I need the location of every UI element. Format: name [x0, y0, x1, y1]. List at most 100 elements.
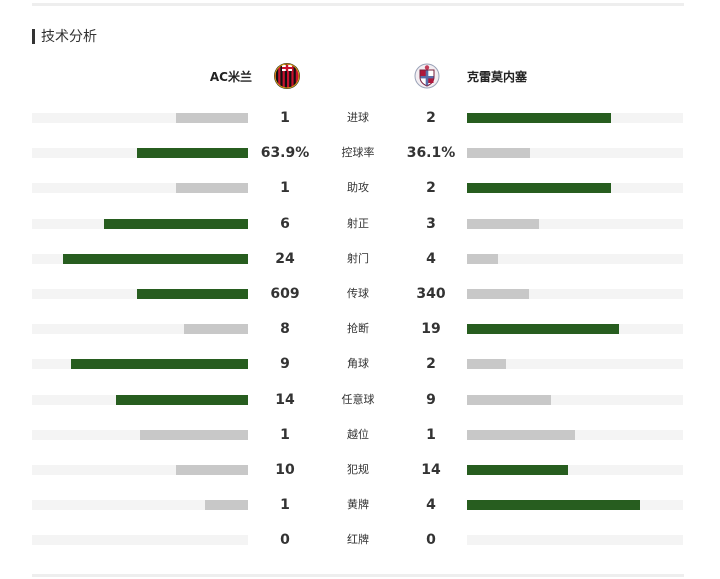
home-bar: [116, 395, 248, 405]
away-bar-track: [467, 500, 683, 510]
home-bar-track: [32, 535, 248, 545]
away-value: 1: [426, 427, 436, 443]
home-value: 1: [280, 427, 290, 443]
section-header: 技术分析: [32, 26, 97, 46]
home-value: 609: [270, 286, 300, 302]
away-bar: [467, 113, 611, 123]
away-value: 4: [426, 251, 436, 267]
away-bar-track: [467, 465, 683, 475]
stat-label: 射门: [347, 252, 369, 265]
stat-label: 任意球: [341, 393, 375, 406]
home-value: 10: [275, 462, 295, 478]
away-bar-track: [467, 359, 683, 369]
stat-row: 8 抢断 19: [0, 319, 720, 339]
home-bar: [104, 219, 248, 229]
home-bar-track: [32, 430, 248, 440]
away-value: 340: [416, 286, 446, 302]
home-bar-track: [32, 289, 248, 299]
home-team-name: AC米兰: [209, 70, 252, 84]
away-bar-track: [467, 289, 683, 299]
home-value: 0: [280, 532, 290, 548]
bottom-divider: [32, 574, 684, 577]
home-bar: [176, 113, 248, 123]
home-bar-track: [32, 500, 248, 510]
home-bar: [63, 254, 248, 264]
home-value: 14: [275, 392, 295, 408]
home-bar: [184, 324, 248, 334]
home-bar: [71, 359, 248, 369]
away-bar-track: [467, 324, 683, 334]
home-value: 1: [280, 497, 290, 513]
section-title: 技术分析: [41, 29, 97, 45]
stat-row: 0 红牌 0: [0, 530, 720, 550]
away-bar-track: [467, 254, 683, 264]
stat-row: 609 传球 340: [0, 284, 720, 304]
home-bar-track: [32, 148, 248, 158]
away-bar: [467, 395, 551, 405]
away-value: 14: [421, 462, 441, 478]
away-bar: [467, 500, 640, 510]
home-value: 1: [280, 180, 290, 196]
top-divider: [32, 3, 684, 6]
away-bar-track: [467, 430, 683, 440]
stat-label: 射正: [347, 217, 369, 230]
away-bar-track: [467, 395, 683, 405]
home-bar-track: [32, 359, 248, 369]
home-value: 63.9%: [260, 145, 310, 161]
home-bar-track: [32, 183, 248, 193]
away-value: 19: [421, 321, 441, 337]
stat-row: 9 角球 2: [0, 354, 720, 374]
stat-label: 抢断: [347, 322, 369, 335]
stat-label: 进球: [347, 111, 369, 124]
stat-row: 6 射正 3: [0, 214, 720, 234]
away-bar: [467, 183, 611, 193]
home-value: 8: [280, 321, 290, 337]
home-bar-track: [32, 465, 248, 475]
away-bar: [467, 289, 529, 299]
home-bar-track: [32, 219, 248, 229]
stat-label: 犯规: [347, 463, 369, 476]
away-value: 2: [426, 180, 436, 196]
away-team-name: 克雷莫内塞: [467, 70, 528, 84]
title-accent-bar: [32, 28, 35, 44]
away-bar: [467, 219, 539, 229]
stat-label: 越位: [347, 428, 369, 441]
away-value: 4: [426, 497, 436, 513]
home-bar-track: [32, 395, 248, 405]
home-bar-track: [32, 254, 248, 264]
away-bar-track: [467, 113, 683, 123]
home-value: 24: [275, 251, 295, 267]
away-value: 0: [426, 532, 436, 548]
home-bar: [176, 465, 248, 475]
away-bar-track: [467, 219, 683, 229]
stat-row: 1 助攻 2: [0, 178, 720, 198]
away-bar: [467, 254, 498, 264]
away-bar-track: [467, 148, 683, 158]
stat-row: 63.9% 控球率 36.1%: [0, 143, 720, 163]
away-bar: [467, 324, 619, 334]
stat-label: 助攻: [347, 181, 369, 194]
stat-row: 1 越位 1: [0, 425, 720, 445]
away-bar: [467, 430, 575, 440]
home-bar-track: [32, 113, 248, 123]
stat-row: 14 任意球 9: [0, 390, 720, 410]
away-bar: [467, 148, 530, 158]
away-value: 2: [426, 110, 436, 126]
stat-label: 传球: [347, 287, 369, 300]
ac-milan-crest-icon: [274, 63, 300, 89]
away-bar-track: [467, 183, 683, 193]
stat-row: 10 犯规 14: [0, 460, 720, 480]
stat-row: 1 黄牌 4: [0, 495, 720, 515]
home-bar: [140, 430, 248, 440]
cremonese-crest-icon: [414, 63, 440, 89]
stat-row: 24 射门 4: [0, 249, 720, 269]
away-bar-track: [467, 535, 683, 545]
home-bar-track: [32, 324, 248, 334]
stat-label: 控球率: [341, 146, 375, 159]
home-value: 9: [280, 356, 290, 372]
away-value: 2: [426, 356, 436, 372]
home-bar: [137, 289, 248, 299]
away-bar: [467, 465, 568, 475]
stat-label: 红牌: [347, 533, 369, 546]
stat-row: 1 进球 2: [0, 108, 720, 128]
